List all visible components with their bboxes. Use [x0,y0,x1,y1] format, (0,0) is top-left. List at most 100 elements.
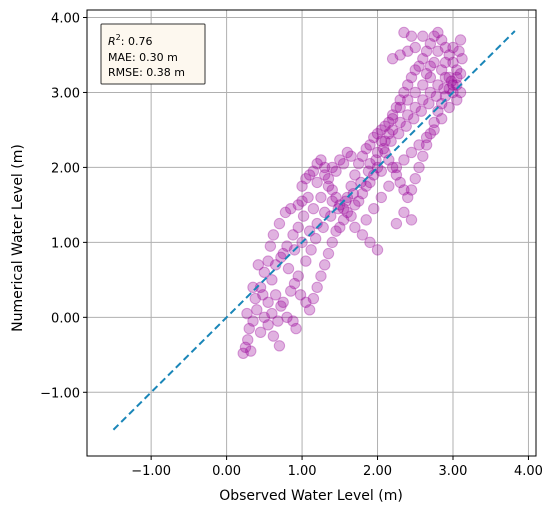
data-point-178 [439,71,452,84]
data-point-93 [428,116,440,129]
data-point-14 [254,281,267,294]
data-point-168 [364,157,376,170]
data-point-124 [386,53,399,65]
data-point-60 [311,157,323,170]
data-point-72 [356,150,369,162]
tick-marks [83,16,529,460]
x-tick-label-4: 3.00 [439,464,468,479]
data-point-136 [300,255,312,267]
data-point-205 [269,259,282,271]
data-point-231 [420,68,433,80]
data-point-189 [356,229,369,241]
data-point-88 [409,172,421,185]
data-point-40 [319,259,331,271]
data-point-162 [345,150,357,162]
data-point-211 [302,191,314,204]
data-point-163 [341,146,354,159]
data-point-196 [390,217,403,230]
data-point-73 [360,142,372,155]
data-point-209 [292,221,304,234]
data-point-228 [439,56,452,69]
data-point-188 [349,221,361,234]
data-point-137 [305,244,317,256]
data-point-193 [368,202,380,215]
data-point-194 [375,191,388,204]
data-point-94 [432,105,444,117]
data-point-154 [430,90,443,102]
data-point-229 [432,45,444,57]
data-point-133 [277,296,289,309]
data-point-140 [325,210,337,222]
data-point-100 [386,109,399,121]
data-point-109 [420,45,433,57]
data-point-225 [454,86,467,99]
data-point-123 [394,49,406,61]
data-point-44 [334,221,346,234]
data-point-80 [379,146,391,159]
data-point-142 [340,195,352,207]
data-point-87 [405,184,418,196]
data-point-42 [326,236,338,249]
data-point-85 [398,184,410,196]
data-point-135 [292,270,304,282]
y-tick-label-2: 1.00 [51,236,80,251]
data-point-15 [258,266,271,279]
data-point-43 [330,225,342,237]
data-point-125 [398,26,410,39]
data-point-185 [405,146,418,159]
data-point-89 [413,161,425,174]
y-tick-label-4: 3.00 [51,86,80,101]
data-point-215 [451,79,463,91]
data-point-201 [303,225,316,237]
data-point-30 [296,195,308,207]
data-point-110 [424,38,437,50]
stats-r2-value: : 0.76 [121,35,153,48]
data-point-48 [349,199,361,211]
data-point-79 [383,116,395,129]
data-point-98 [447,79,459,91]
data-point-183 [420,131,433,144]
data-point-25 [267,229,280,241]
data-point-23 [290,322,302,335]
data-point-4 [243,322,255,335]
data-point-38 [311,281,323,294]
data-point-181 [435,112,448,125]
data-point-176 [424,86,437,99]
data-point-107 [413,60,425,72]
data-point-53 [368,169,380,181]
data-point-62 [319,161,331,174]
x-tick-label-1: 0.00 [212,464,241,479]
data-point-76 [371,127,384,140]
data-point-6 [241,307,253,320]
data-point-97 [443,83,455,95]
plot-border [86,9,537,457]
data-point-143 [347,187,360,200]
data-point-105 [405,71,418,84]
data-point-128 [247,281,259,294]
data-point-77 [375,124,388,136]
data-point-197 [398,206,410,219]
data-point-45 [337,214,350,226]
data-point-155 [438,83,450,95]
x-tick-label-2: 1.00 [288,464,317,479]
data-point-206 [275,251,287,264]
data-point-114 [439,41,452,54]
data-point-212 [428,56,440,69]
data-point-138 [309,232,322,245]
data-point-84 [394,176,406,189]
data-point-9 [258,311,271,324]
data-point-224 [451,94,463,106]
data-point-55 [375,165,388,177]
plot-frame [86,9,537,457]
x-tick-label-5: 4.00 [514,464,543,479]
data-point-171 [386,124,399,136]
data-point-31 [277,247,289,260]
data-point-78 [379,120,391,132]
data-point-203 [319,206,331,219]
data-point-28 [285,202,297,215]
data-point-166 [319,169,331,181]
data-point-204 [326,195,338,207]
stats-rmse: RMSE: 0.38 m [108,66,185,79]
data-point-111 [428,30,440,42]
data-point-167 [311,176,323,189]
